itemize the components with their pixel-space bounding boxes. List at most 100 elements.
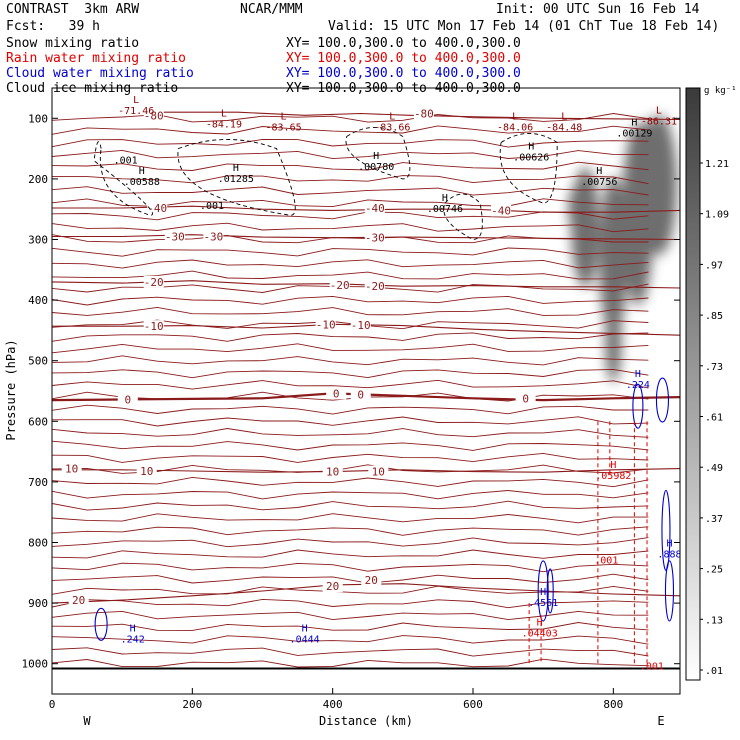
field-xy-cloud-water: XY= 100.0,300.0 to 400.0,300.0: [286, 66, 521, 81]
extremum-value: .00746: [427, 204, 463, 215]
rain-water-contours: [528, 421, 648, 664]
isotherm-line: [52, 355, 649, 366]
temperature-contour: [52, 468, 680, 473]
contour-label-bg: [143, 320, 164, 333]
extremum-value: .0444: [290, 634, 320, 645]
cloud-water-contour: [632, 383, 644, 429]
extremum-marker: H: [610, 460, 616, 471]
contour-label-bg: [143, 109, 164, 122]
isotherm-line: [52, 247, 649, 257]
isotherm-line: [52, 125, 649, 135]
contour-label: 10: [65, 463, 78, 476]
extremum-marker: L: [561, 111, 567, 122]
extremum-value: .001: [640, 662, 664, 673]
isotherm-line: [52, 368, 649, 379]
contour-label-bg: [322, 465, 343, 478]
x-tick-label: 600: [463, 698, 483, 711]
contour-label-bg: [143, 275, 164, 288]
extremum-value: .001: [200, 201, 224, 212]
contour-label: -10: [144, 320, 164, 333]
extremum-value: .00626: [513, 153, 549, 164]
x-tick-label: 0: [49, 698, 56, 711]
y-tick-label: 600: [28, 415, 48, 428]
colorbar-tick-label: 1.09: [705, 210, 729, 221]
contour-label: 20: [365, 574, 378, 587]
contour-label: 0: [522, 392, 529, 405]
extremum-marker: H: [139, 166, 145, 177]
extremum-marker: H: [540, 587, 546, 598]
cloud-ice-outline: [443, 193, 483, 240]
contour-label-bg: [117, 393, 138, 406]
isotherm-line: [52, 500, 649, 511]
x-axis-label: Distance (km): [319, 714, 413, 728]
extremum-value: .224: [626, 380, 650, 391]
contour-label-bg: [515, 392, 536, 405]
contour-label-bg: [147, 201, 168, 214]
extremum-marker: H: [130, 623, 136, 634]
colorbar-unit: g kg⁻¹: [704, 86, 737, 96]
contour-label: -20: [144, 276, 164, 289]
extremum-value: -84.19: [206, 119, 242, 130]
extremum-value: .04403: [522, 628, 558, 639]
isotherm-line: [52, 343, 649, 354]
colorbar-tick-label: .25: [705, 565, 723, 576]
isotherm-line: [52, 138, 649, 148]
extremum-value: .00588: [124, 177, 160, 188]
isotherm-line: [52, 186, 649, 196]
y-tick-label: 100: [28, 112, 48, 125]
contour-label: -10: [351, 319, 371, 332]
extremum-marker: H: [302, 623, 308, 634]
isotherm-line: [52, 537, 649, 548]
contour-label-bg: [361, 574, 382, 587]
contour-label-bg: [329, 278, 350, 291]
x-tick-label: 800: [603, 698, 623, 711]
extremum-marker: H: [666, 539, 672, 550]
forecast-hour: Fcst: 39 h: [6, 19, 100, 34]
colorbar-tick-label: 1.21: [705, 159, 729, 170]
contour-label-bg: [364, 231, 385, 244]
contour-label: -20: [330, 279, 350, 292]
init-time: Init: 00 UTC Sun 16 Feb 14: [496, 2, 700, 17]
cloud-water-contour: [661, 489, 671, 571]
contour-label: 10: [372, 466, 385, 479]
colorbar-tick-label: .61: [705, 413, 723, 424]
y-tick-label: 200: [28, 173, 48, 186]
contour-label-bg: [203, 230, 224, 243]
contour-label-bg: [350, 318, 371, 331]
isotherm-line: [52, 598, 649, 609]
isotherm-line: [52, 526, 649, 536]
isotherm-line: [52, 332, 649, 342]
extremum-value: .01285: [218, 174, 254, 185]
contour-label-bg: [315, 318, 336, 331]
snow-shading: [568, 114, 677, 383]
cloud-ice-outline: [177, 139, 296, 216]
contour-label: -40: [365, 202, 385, 215]
isotherm-line: [52, 490, 649, 500]
contour-label: 0: [357, 389, 364, 402]
extremum-value: .001: [114, 156, 138, 167]
contour-label: 20: [326, 580, 339, 593]
isotherm-line: [52, 585, 649, 595]
field-label-cloud-water: Cloud water mixing ratio: [6, 66, 194, 81]
extremum-marker: H: [233, 163, 239, 174]
isotherm-line: [52, 175, 649, 185]
extremum-value: .001: [594, 556, 618, 567]
contour-label-bg: [350, 388, 371, 401]
isotherm-line: [52, 573, 649, 584]
y-tick-label: 300: [28, 234, 48, 247]
contour-label: -30: [165, 230, 185, 243]
extremum-marker: L: [656, 105, 662, 116]
isotherm-line: [52, 270, 649, 280]
isotherm-line: [52, 295, 649, 306]
isotherm-line: [52, 513, 649, 524]
contour-label: -40: [147, 202, 167, 215]
field-label-snow: Snow mixing ratio: [6, 36, 140, 51]
cloud-water-contour: [664, 560, 675, 622]
contour-label-bg: [364, 280, 385, 293]
contour-label: -40: [491, 204, 511, 217]
model-title: CONTRAST 3km ARW: [6, 2, 140, 17]
isotherm-line: [52, 283, 649, 293]
isotherm-line: [52, 198, 649, 208]
cloud-ice-outlines: [93, 126, 558, 240]
